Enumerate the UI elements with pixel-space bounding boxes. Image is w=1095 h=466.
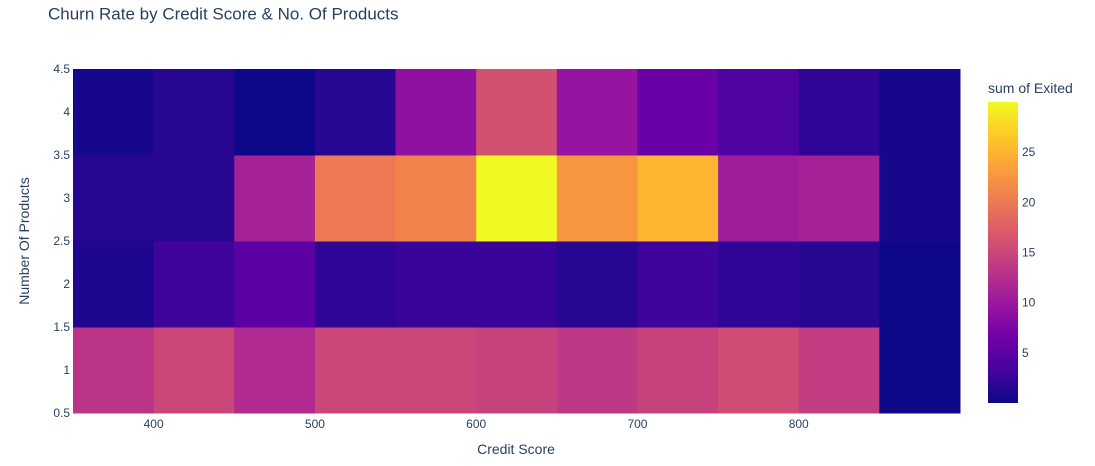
colorbar-title: sum of Exited (988, 80, 1073, 96)
heatmap-cell (476, 241, 558, 328)
heatmap-cell (234, 241, 316, 328)
heatmap-cell (718, 327, 800, 414)
y-tick-label: 4.5 (53, 62, 70, 76)
y-tick-label: 0.5 (53, 406, 70, 420)
colorbar (988, 102, 1018, 403)
heatmap-cell (234, 69, 316, 156)
x-tick-label: 500 (305, 417, 325, 431)
heatmap-cell (476, 155, 558, 242)
heatmap-cell (556, 241, 638, 328)
heatmap-cell (556, 155, 638, 242)
x-tick-label: 600 (466, 417, 486, 431)
heatmap-cell (637, 155, 719, 242)
heatmap-cell (879, 155, 961, 242)
y-tick-label: 1 (63, 363, 70, 377)
heatmap-cell (718, 69, 800, 156)
heatmap-cell (798, 327, 880, 414)
y-tick-label: 3.5 (53, 148, 70, 162)
heatmap-cell (314, 69, 397, 156)
heatmap-cell (234, 327, 316, 414)
y-tick-label: 3 (63, 191, 70, 205)
heatmap-cell (476, 327, 558, 414)
heatmap-cell (395, 155, 477, 242)
y-tick-label: 2.5 (53, 234, 70, 248)
heatmap-cell (234, 155, 316, 242)
heatmap-cell (73, 327, 155, 414)
heatmap-cell (798, 69, 880, 156)
x-tick-label: 400 (144, 417, 164, 431)
heatmap-cell (153, 241, 235, 328)
heatmap-cell (879, 327, 961, 414)
heatmap-cell (476, 69, 558, 156)
heatmap-cell (556, 69, 638, 156)
colorbar-tick-label: 5 (1022, 346, 1029, 360)
heatmap-cell (73, 69, 155, 156)
x-axis-ticks: 400 500 600 700 800 (144, 417, 809, 431)
heatmap-cell (637, 327, 719, 414)
x-tick-label: 800 (789, 417, 809, 431)
heatmap-cell (556, 327, 638, 414)
colorbar-tick-label: 10 (1022, 296, 1036, 310)
heatmap-cell (314, 241, 397, 328)
y-tick-label: 2 (63, 277, 70, 291)
y-axis-ticks: 0.5 1 1.5 2 2.5 3 3.5 4 4.5 (53, 62, 70, 420)
colorbar-tick-label: 15 (1022, 246, 1036, 260)
heatmap-cell (153, 69, 235, 156)
x-tick-label: 700 (627, 417, 647, 431)
heatmap-cell (314, 155, 397, 242)
chart-title: Churn Rate by Credit Score & No. Of Prod… (48, 5, 399, 24)
y-tick-label: 4 (63, 105, 70, 119)
heatmap-cell (395, 241, 477, 328)
heatmap-cell (637, 241, 719, 328)
heatmap-cell (73, 241, 155, 328)
heatmap-cells (73, 69, 961, 414)
heatmap-cell (73, 155, 155, 242)
heatmap-cell (798, 155, 880, 242)
heatmap-cell (395, 69, 477, 156)
heatmap-cell (798, 241, 880, 328)
heatmap-cell (718, 155, 800, 242)
heatmap-cell (314, 327, 397, 414)
heatmap-cell (637, 69, 719, 156)
colorbar-ticks: 5 10 15 20 25 (1022, 145, 1036, 360)
heatmap-cell (153, 155, 235, 242)
heatmap-cell (153, 327, 235, 414)
colorbar-tick-label: 25 (1022, 145, 1036, 159)
y-tick-label: 1.5 (53, 320, 70, 334)
heatmap-cell (879, 69, 961, 156)
heatmap-cell (718, 241, 800, 328)
y-axis-title: Number Of Products (16, 177, 32, 305)
x-axis-title: Credit Score (477, 441, 555, 457)
heatmap-cell (395, 327, 477, 414)
colorbar-tick-label: 20 (1022, 195, 1036, 209)
heatmap-cell (879, 241, 961, 328)
